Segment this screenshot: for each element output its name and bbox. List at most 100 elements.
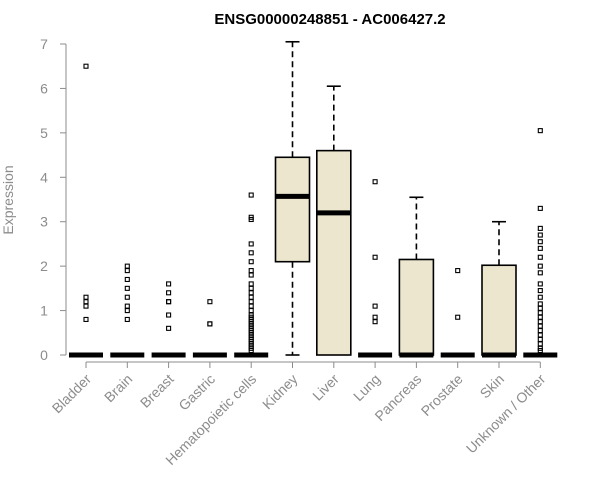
- outlier-point: [248, 308, 254, 314]
- outlier-point: [248, 299, 254, 305]
- x-tick-label: Breast: [137, 371, 177, 411]
- outlier-point: [248, 272, 254, 278]
- box-liver: [315, 85, 352, 356]
- outlier-point: [372, 314, 378, 320]
- outlier-point: [248, 259, 254, 265]
- outlier-point: [455, 314, 461, 320]
- outlier-point: [372, 303, 378, 309]
- outlier-point: [537, 301, 543, 307]
- outlier-point: [166, 299, 172, 305]
- outlier-point: [537, 245, 543, 251]
- outlier-point: [248, 290, 254, 296]
- outlier-point: [537, 305, 543, 311]
- plot-area: [69, 40, 558, 358]
- outlier-point: [166, 290, 172, 296]
- x-tick-label: Kidney: [259, 371, 301, 413]
- outlier-point: [207, 321, 213, 327]
- outlier-point: [83, 299, 89, 305]
- outlier-point: [537, 341, 543, 347]
- x-tick-label: Bladder: [49, 371, 95, 417]
- outlier-point: [248, 268, 254, 274]
- outlier-point: [248, 250, 254, 256]
- box-iqr: [274, 156, 311, 263]
- outlier-point: [124, 308, 130, 314]
- outlier-point: [248, 348, 254, 354]
- box-breast: [151, 281, 186, 358]
- outlier-point: [166, 325, 172, 331]
- outlier-point: [537, 310, 543, 316]
- y-axis: 0 1 2 3 4 5 6 7: [40, 36, 67, 363]
- box-prostate: [440, 268, 475, 358]
- box-brain: [110, 263, 145, 358]
- y-tick-label: 1: [40, 303, 48, 319]
- y-tick-label: 4: [40, 169, 48, 185]
- y-tick-label: 2: [40, 258, 48, 274]
- outlier-point: [537, 128, 543, 134]
- box-lung: [358, 179, 393, 358]
- box-pancreas: [398, 196, 435, 358]
- outlier-point: [537, 254, 543, 260]
- outlier-point: [166, 312, 172, 318]
- box-gastric: [192, 299, 227, 358]
- box-bladder: [69, 63, 103, 358]
- y-tick-label: 7: [40, 36, 48, 52]
- outlier-point: [83, 303, 89, 309]
- outlier-point: [537, 319, 543, 325]
- outlier-point: [455, 268, 461, 274]
- outlier-point: [124, 285, 130, 291]
- outlier-point: [248, 294, 254, 300]
- x-tick-label: Lung: [350, 371, 383, 404]
- outlier-point: [537, 225, 543, 231]
- box-iqr: [481, 264, 517, 356]
- box-unknown-other: [523, 128, 558, 358]
- outlier-point: [124, 276, 130, 283]
- outlier-point: [124, 263, 130, 269]
- outlier-point: [537, 270, 543, 276]
- outlier-point: [537, 239, 543, 245]
- outlier-point: [537, 294, 543, 300]
- outlier-point: [248, 241, 254, 247]
- outlier-point: [537, 205, 543, 211]
- outlier-point: [537, 263, 543, 269]
- x-tick-label: Prostate: [418, 371, 466, 419]
- box-skin: [481, 220, 517, 358]
- y-tick-label: 3: [40, 214, 48, 230]
- outlier-point: [83, 294, 89, 300]
- outlier-point: [124, 303, 130, 309]
- box-kidney: [274, 40, 311, 356]
- outlier-point: [207, 321, 213, 327]
- outlier-point: [537, 314, 543, 320]
- outlier-point: [537, 348, 543, 354]
- outlier-point: [537, 323, 543, 329]
- outlier-point: [537, 328, 543, 334]
- outlier-point: [248, 192, 254, 198]
- box-hematopoietic-cells: [234, 192, 269, 358]
- x-tick-label: Liver: [309, 371, 342, 404]
- outlier-point: [124, 268, 130, 274]
- outlier-point: [124, 316, 130, 323]
- x-tick-label: Skin: [477, 371, 508, 402]
- outlier-point: [166, 281, 172, 287]
- outlier-point: [83, 63, 89, 69]
- outlier-point: [248, 281, 254, 287]
- outlier-point: [207, 299, 213, 305]
- box-iqr: [315, 149, 352, 356]
- outlier-point: [537, 288, 543, 294]
- box-iqr: [398, 258, 435, 356]
- outlier-point: [248, 216, 254, 223]
- outlier-point: [248, 303, 254, 309]
- outlier-point: [537, 332, 543, 338]
- outlier-point: [83, 316, 89, 323]
- outlier-point: [537, 232, 543, 238]
- outlier-point: [166, 299, 172, 305]
- y-axis-label: Expression: [0, 165, 16, 234]
- y-tick-label: 0: [40, 347, 48, 363]
- outlier-point: [372, 319, 378, 325]
- outlier-point: [372, 179, 378, 185]
- outlier-point: [124, 294, 130, 300]
- y-tick-label: 6: [40, 80, 48, 96]
- chart-title: ENSG00000248851 - AC006427.2: [214, 11, 445, 28]
- x-tick-label: Brain: [101, 371, 135, 405]
